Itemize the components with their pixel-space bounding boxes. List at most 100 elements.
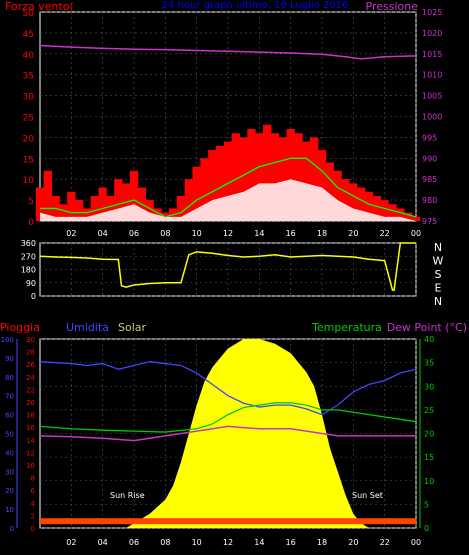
gust-bar <box>145 200 154 221</box>
gust-bar <box>364 191 374 221</box>
wind-tick-label: 45 <box>23 30 34 40</box>
gust-bar <box>114 179 123 221</box>
pressure-tick-label: 1020 <box>422 29 442 38</box>
pressure-axis-label: Pressione <box>366 0 419 13</box>
sunrise-annotation: Sun Rise <box>110 491 145 500</box>
gust-bar <box>223 141 233 221</box>
temp-x-tick-label: 14 <box>254 538 264 547</box>
wind-panel-series <box>35 44 421 221</box>
pressure-tick-label: 985 <box>422 175 437 184</box>
wind-left-axis: 0 5 10 15 20 25 30 35 40 45 50 <box>23 9 35 228</box>
temp-x-tick-label: 20 <box>348 538 358 547</box>
humidity-tick-label: 6 <box>31 487 36 495</box>
humidity-tick-label: 16 <box>26 424 35 432</box>
temp-x-tick-label: 18 <box>317 538 327 547</box>
wind-x-tick-label: 18 <box>317 229 327 238</box>
gust-bar <box>255 133 264 221</box>
pressure-tick-label: 1025 <box>422 8 442 17</box>
temp-x-tick-label: 12 <box>223 538 233 547</box>
temp-x-tick-label: 22 <box>380 538 390 547</box>
wind-x-tick-label: 10 <box>192 229 202 238</box>
gust-bar <box>239 137 248 221</box>
wind-axis-label: Forza vento( <box>5 0 74 13</box>
wind-x-tick-label: 14 <box>254 229 264 238</box>
temp-x-tick-label: 10 <box>192 538 202 547</box>
pressure-tick-label: 1005 <box>422 92 442 101</box>
low-wind-area <box>40 179 416 221</box>
wind-tick-label: 40 <box>23 51 35 61</box>
gust-bar <box>325 162 334 221</box>
gust-bar <box>35 187 45 221</box>
wind-tick-label: 20 <box>23 134 35 144</box>
humidity-tick-label: 24 <box>26 374 35 382</box>
temp-tick-label: 5 <box>424 500 429 509</box>
rain-tick-label: 90 <box>5 355 14 363</box>
rain-tick-label: 100 <box>1 336 14 344</box>
gust-bar <box>404 212 413 221</box>
temperature-label: Temperatura <box>311 321 382 334</box>
rain-tick-label: 0 <box>10 525 14 533</box>
humidity-tick-label: 26 <box>26 361 35 369</box>
wind-x-tick-label: 22 <box>380 229 390 238</box>
gust-bar <box>411 216 421 221</box>
solar-label: Solar <box>118 321 147 334</box>
wind-tick-label: 10 <box>23 176 35 186</box>
gust-bar <box>67 191 76 221</box>
rain-tick-label: 10 <box>5 506 14 514</box>
wind-x-tick-label: 04 <box>98 229 108 238</box>
humidity-tick-label: 12 <box>26 449 35 457</box>
avg-wind-line <box>40 157 417 218</box>
rain-label: Pioggia <box>0 321 40 334</box>
wind-tick-label: 15 <box>23 155 34 165</box>
wind-x-tick-label: 20 <box>348 229 358 238</box>
direction-tick-label: 90 <box>26 279 36 288</box>
gust-bar <box>192 166 201 221</box>
temp-tick-label: 30 <box>424 382 434 391</box>
wind-tick-label: 25 <box>23 114 34 124</box>
humidity-tick-label: 22 <box>26 386 35 394</box>
pressure-tick-label: 995 <box>422 133 437 142</box>
rain-tick-label: 30 <box>5 468 14 476</box>
temp-tick-label: 10 <box>424 477 434 486</box>
wind-tick-label: 35 <box>23 72 34 82</box>
rain-tick-label: 50 <box>5 431 14 439</box>
temperature-axis: 0 5 10 15 20 25 30 35 40 <box>419 335 434 533</box>
wind-direction-line <box>39 242 416 291</box>
gust-bar <box>349 183 358 221</box>
pressure-tick-label: 980 <box>422 196 437 205</box>
humidity-tick-label: 28 <box>26 349 35 357</box>
gust-bar <box>200 158 209 221</box>
gust-bar <box>176 195 186 221</box>
rain-tick-label: 80 <box>5 374 14 382</box>
gust-bar <box>388 204 397 221</box>
rain-tick-label: 20 <box>5 487 14 495</box>
gust-bar <box>184 179 193 221</box>
wind-tick-label: 5 <box>28 197 34 207</box>
temp-tick-label: 25 <box>424 406 434 415</box>
temp-tick-label: 15 <box>424 453 434 462</box>
temperature-line <box>39 402 417 433</box>
direction-tick-label: 270 <box>21 252 36 261</box>
compass-label: E <box>435 282 442 295</box>
rain-bar <box>40 518 416 525</box>
temp-x-tick-label: 00 <box>411 538 421 547</box>
humidity-tick-label: 2 <box>31 512 35 520</box>
rain-tick-label: 70 <box>5 393 14 401</box>
wind-x-tick-label: 02 <box>66 229 76 238</box>
gust-bar <box>129 170 139 221</box>
temp-tick-label: 40 <box>424 335 434 344</box>
wind-x-tick-label: 06 <box>129 229 139 238</box>
humidity-tick-label: 30 <box>26 336 35 344</box>
pressure-line <box>39 44 417 60</box>
humidity-tick-label: 4 <box>31 500 36 508</box>
humidity-tick-label: 8 <box>31 475 35 483</box>
compass-label: S <box>435 268 442 281</box>
wind-x-tick-label: 12 <box>223 229 233 238</box>
gust-bar <box>341 179 350 221</box>
chart-title: 24 hour graph ultimo, 10 Luglio 2016 <box>162 0 349 11</box>
gust-bar <box>396 208 405 221</box>
dewpoint-label: Dew Point (°C) <box>387 321 467 334</box>
